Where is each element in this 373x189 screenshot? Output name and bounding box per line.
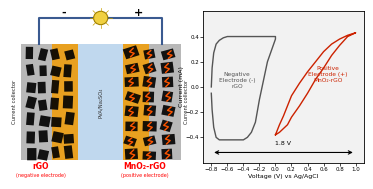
Polygon shape (26, 131, 35, 143)
Bar (78, 44, 123, 160)
Polygon shape (161, 105, 176, 117)
Polygon shape (125, 148, 138, 160)
Polygon shape (125, 122, 138, 131)
Polygon shape (125, 63, 140, 74)
Polygon shape (125, 91, 141, 104)
Polygon shape (27, 148, 37, 160)
Polygon shape (125, 105, 139, 117)
Polygon shape (63, 64, 72, 77)
X-axis label: Voltage (V) vs Ag/AgCl: Voltage (V) vs Ag/AgCl (248, 174, 319, 180)
Polygon shape (64, 81, 73, 92)
Polygon shape (25, 96, 37, 109)
Text: rGO: rGO (33, 162, 49, 171)
Polygon shape (162, 77, 173, 88)
Polygon shape (142, 121, 157, 132)
Polygon shape (162, 149, 172, 159)
Text: Negative
Electrode (-)
rGO: Negative Electrode (-) rGO (219, 72, 255, 89)
Polygon shape (63, 134, 74, 144)
Text: PVA/Na₂SO₄: PVA/Na₂SO₄ (98, 87, 103, 118)
Bar (123, 44, 149, 160)
Polygon shape (38, 130, 48, 143)
Polygon shape (161, 48, 176, 60)
Text: 1.8 V: 1.8 V (276, 141, 291, 146)
Polygon shape (39, 115, 51, 127)
Polygon shape (142, 91, 154, 102)
Polygon shape (160, 120, 173, 132)
Polygon shape (40, 65, 47, 76)
Circle shape (94, 11, 108, 25)
Polygon shape (50, 48, 60, 60)
Text: -: - (61, 8, 66, 18)
Text: (positive electrode): (positive electrode) (121, 173, 168, 178)
Polygon shape (38, 82, 46, 93)
Polygon shape (123, 136, 137, 147)
Y-axis label: Current (mA): Current (mA) (179, 67, 184, 107)
Polygon shape (26, 64, 35, 76)
Polygon shape (51, 131, 64, 143)
Polygon shape (142, 151, 156, 160)
Polygon shape (50, 66, 62, 77)
Polygon shape (142, 62, 157, 74)
Polygon shape (51, 146, 60, 158)
Polygon shape (38, 48, 48, 61)
Polygon shape (51, 80, 59, 94)
Polygon shape (51, 117, 62, 127)
Text: (negative electrode): (negative electrode) (16, 173, 66, 178)
Text: MnO₂-rGO: MnO₂-rGO (123, 162, 166, 171)
Polygon shape (142, 76, 156, 88)
Polygon shape (64, 50, 75, 60)
Polygon shape (38, 99, 47, 111)
Polygon shape (144, 105, 156, 116)
Polygon shape (143, 135, 156, 146)
Polygon shape (37, 149, 49, 161)
Polygon shape (26, 112, 35, 125)
Polygon shape (26, 82, 37, 93)
Bar (21, 44, 181, 160)
Text: Current collector: Current collector (184, 80, 189, 125)
Polygon shape (64, 145, 73, 159)
Polygon shape (125, 77, 139, 87)
Polygon shape (123, 45, 140, 59)
Text: Current collector: Current collector (12, 80, 18, 125)
Polygon shape (50, 98, 59, 110)
Text: +: + (134, 8, 142, 18)
Polygon shape (162, 134, 175, 145)
Polygon shape (65, 112, 75, 125)
Text: Positive
Electrode (+)
MnO₂-rGO: Positive Electrode (+) MnO₂-rGO (308, 66, 347, 83)
Polygon shape (26, 47, 33, 59)
Polygon shape (160, 62, 174, 74)
Polygon shape (63, 95, 73, 109)
Bar (52, 44, 78, 160)
Polygon shape (162, 91, 173, 102)
Polygon shape (143, 49, 156, 60)
